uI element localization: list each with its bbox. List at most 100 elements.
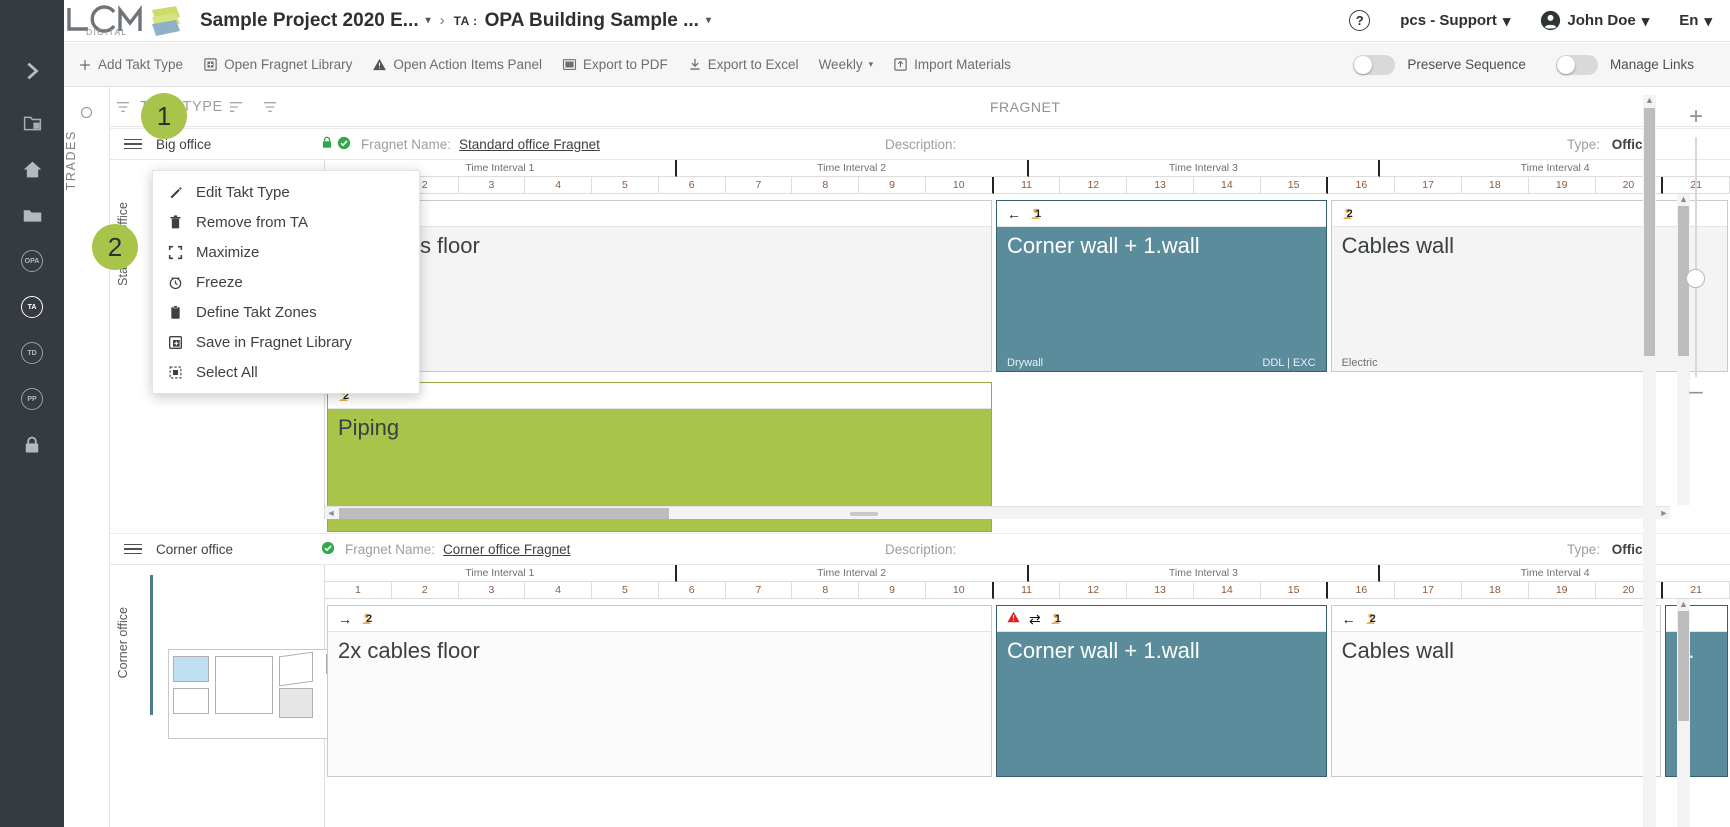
- sidebar-item-folder[interactable]: [0, 192, 64, 238]
- task-bar-body: 2.: [1666, 632, 1727, 776]
- menu-item-select-all[interactable]: Select All: [153, 357, 419, 387]
- vscroll-thumb-inner[interactable]: [1678, 206, 1689, 356]
- task-bar[interactable]: 2 Cables wall Electric: [1330, 200, 1728, 372]
- arrow-left-icon[interactable]: ←: [1007, 205, 1022, 222]
- period-selector[interactable]: Weekly ▾: [819, 57, 874, 72]
- user-menu[interactable]: John Doe ▾: [1540, 10, 1649, 31]
- sidebar-item-opa[interactable]: OPA: [0, 238, 64, 284]
- task-bar[interactable]: ← 2 Cables wall: [1330, 605, 1662, 777]
- type-label: Type:: [1566, 136, 1600, 152]
- crew-count-value: 1: [1054, 612, 1061, 625]
- sidebar-item-lock[interactable]: [0, 422, 64, 468]
- arrow-left-icon[interactable]: ←: [1341, 610, 1356, 627]
- open-action-items-panel-button[interactable]: Open Action Items Panel: [372, 57, 542, 72]
- sidebar-item-td[interactable]: TD: [0, 330, 64, 376]
- lock-icon: [25, 436, 39, 453]
- filter-icon-left[interactable]: [110, 97, 136, 117]
- vscroll-thumb-inner-2[interactable]: [1678, 611, 1689, 721]
- menu-item-define-takt-zones[interactable]: Define Takt Zones: [153, 297, 419, 327]
- support-menu[interactable]: pcs - Support ▾: [1400, 12, 1510, 30]
- export-to-excel-button[interactable]: Export to Excel: [688, 57, 799, 72]
- row-menu-button[interactable]: [124, 138, 146, 150]
- menu-item-label: Remove from TA: [196, 213, 308, 231]
- menu-item-edit-takt-type[interactable]: Edit Takt Type: [153, 177, 419, 207]
- task-bar-body: Corner wall + 1.wall: [997, 632, 1326, 776]
- menu-item-freeze[interactable]: Freeze: [153, 267, 419, 297]
- help-icon[interactable]: ?: [1349, 10, 1371, 31]
- task-bar[interactable]: 2 2x cables floor ELA | EXC: [327, 200, 993, 372]
- takt-type-name[interactable]: Big office: [156, 136, 212, 152]
- preserve-sequence-toggle[interactable]: [1353, 54, 1396, 75]
- filter-icon-right[interactable]: [257, 97, 283, 117]
- scroll-up-arrow-icon-2[interactable]: ▲: [1679, 599, 1688, 609]
- breadcrumb-ta-name[interactable]: OPA Building Sample ...: [484, 9, 699, 31]
- menu-item-label: Edit Takt Type: [196, 183, 290, 201]
- open-action-items-panel-label: Open Action Items Panel: [393, 57, 542, 72]
- menu-item-label: Freeze: [196, 273, 243, 291]
- zoom-out-button[interactable]: –: [1689, 378, 1703, 405]
- page-vertical-scrollbar[interactable]: ▲: [1643, 95, 1656, 827]
- resize-grip[interactable]: [850, 512, 878, 516]
- breadcrumb-project[interactable]: Sample Project 2020 E...: [200, 9, 419, 31]
- sidebar-item-new-folder[interactable]: [0, 100, 64, 146]
- sidebar-item-pp[interactable]: PP: [0, 376, 64, 422]
- scroll-up-arrow-icon[interactable]: ▲: [1679, 194, 1688, 204]
- vertical-scrollbar-inner[interactable]: ▲: [1677, 194, 1690, 505]
- scroll-right-arrow-icon[interactable]: ►: [1659, 508, 1669, 518]
- chevron-down-icon-2[interactable]: ▾: [705, 15, 711, 26]
- task-bar-header: → 2: [328, 606, 992, 632]
- fragnet-name-value-2[interactable]: Corner office Fragnet: [443, 541, 571, 557]
- sort-icon[interactable]: [223, 97, 249, 117]
- zoom-slider-track[interactable]: [1686, 137, 1706, 377]
- menu-item-maximize[interactable]: Maximize: [153, 237, 419, 267]
- task-bar[interactable]: → 2 2x cables floor: [327, 605, 993, 777]
- day-cell: 5: [592, 582, 659, 599]
- trades-toggle-icon[interactable]: [81, 107, 92, 118]
- vertical-scrollbar-inner-2[interactable]: ▲: [1677, 599, 1690, 827]
- add-takt-type-button[interactable]: Add Takt Type: [78, 57, 183, 72]
- app-logo[interactable]: DIGITAL: [0, 0, 200, 42]
- open-fragnet-library-button[interactable]: Open Fragnet Library: [203, 57, 352, 72]
- export-to-pdf-button[interactable]: Export to PDF: [562, 57, 668, 72]
- page-vscroll-thumb[interactable]: [1644, 108, 1655, 356]
- pp-icon: PP: [21, 388, 43, 410]
- hscroll-thumb[interactable]: [339, 508, 669, 519]
- manage-links-toggle[interactable]: [1555, 54, 1598, 75]
- page-scroll-up-arrow-icon[interactable]: ▲: [1645, 95, 1654, 105]
- task-bar[interactable]: ⇄ 1 Corner wall + 1.wall: [996, 605, 1327, 777]
- arrow-right-icon[interactable]: →: [338, 610, 352, 627]
- gantt-big-office: Standard office Time Interval 1 Time Int…: [110, 159, 1730, 532]
- sidebar-expand-button[interactable]: [0, 42, 64, 100]
- main-content: TRADES TAKT TYPE FRAGNET Big office: [64, 87, 1730, 827]
- fragnet-name-value[interactable]: Standard office Fragnet: [459, 136, 600, 152]
- row-menu-button-2[interactable]: [124, 543, 146, 555]
- horizontal-scrollbar-row1[interactable]: ◄ ►: [325, 506, 1670, 519]
- takt-type-name-2[interactable]: Corner office: [156, 541, 234, 557]
- day-cell: 20: [1595, 582, 1664, 599]
- scroll-left-arrow-icon[interactable]: ◄: [326, 508, 336, 518]
- period-label: Weekly: [818, 57, 863, 72]
- sidebar-item-home[interactable]: [0, 146, 64, 192]
- swap-icon[interactable]: ⇄: [1029, 610, 1041, 627]
- menu-item-save-in-fragnet-library[interactable]: Save in Fragnet Library: [153, 327, 419, 357]
- sidebar-item-ta[interactable]: TA: [0, 284, 64, 330]
- warning-triangle-icon[interactable]: [1007, 611, 1020, 626]
- day-cell: 10: [925, 177, 994, 194]
- maximize-icon: [167, 245, 183, 260]
- zoom-in-button[interactable]: +: [1688, 103, 1703, 130]
- menu-item-label: Select All: [196, 363, 258, 381]
- import-materials-button[interactable]: Import Materials: [893, 57, 1011, 72]
- task-bar[interactable]: 12.: [1665, 605, 1728, 777]
- chevron-down-icon[interactable]: ▾: [425, 15, 431, 26]
- td-icon: TD: [21, 342, 43, 364]
- task-bar-body: Piping: [328, 409, 991, 531]
- task-footer: ELA | EXC: [338, 357, 981, 369]
- language-menu[interactable]: En ▾: [1679, 12, 1712, 30]
- zoom-slider-knob[interactable]: [1686, 269, 1706, 288]
- menu-item-remove-from-ta[interactable]: Remove from TA: [153, 207, 419, 237]
- floorplan-preview-corner-office[interactable]: Corner office: [110, 565, 353, 827]
- task-bar[interactable]: ← 1 Corner wall + 1.wall Drywall DDL | EXC: [996, 200, 1327, 372]
- crew-count-badge: 1: [1050, 613, 1061, 625]
- task-bars-corner-office: → 2 2x cables floor ⇄ 1 Corner wall + 1.wall ←…: [325, 599, 1730, 827]
